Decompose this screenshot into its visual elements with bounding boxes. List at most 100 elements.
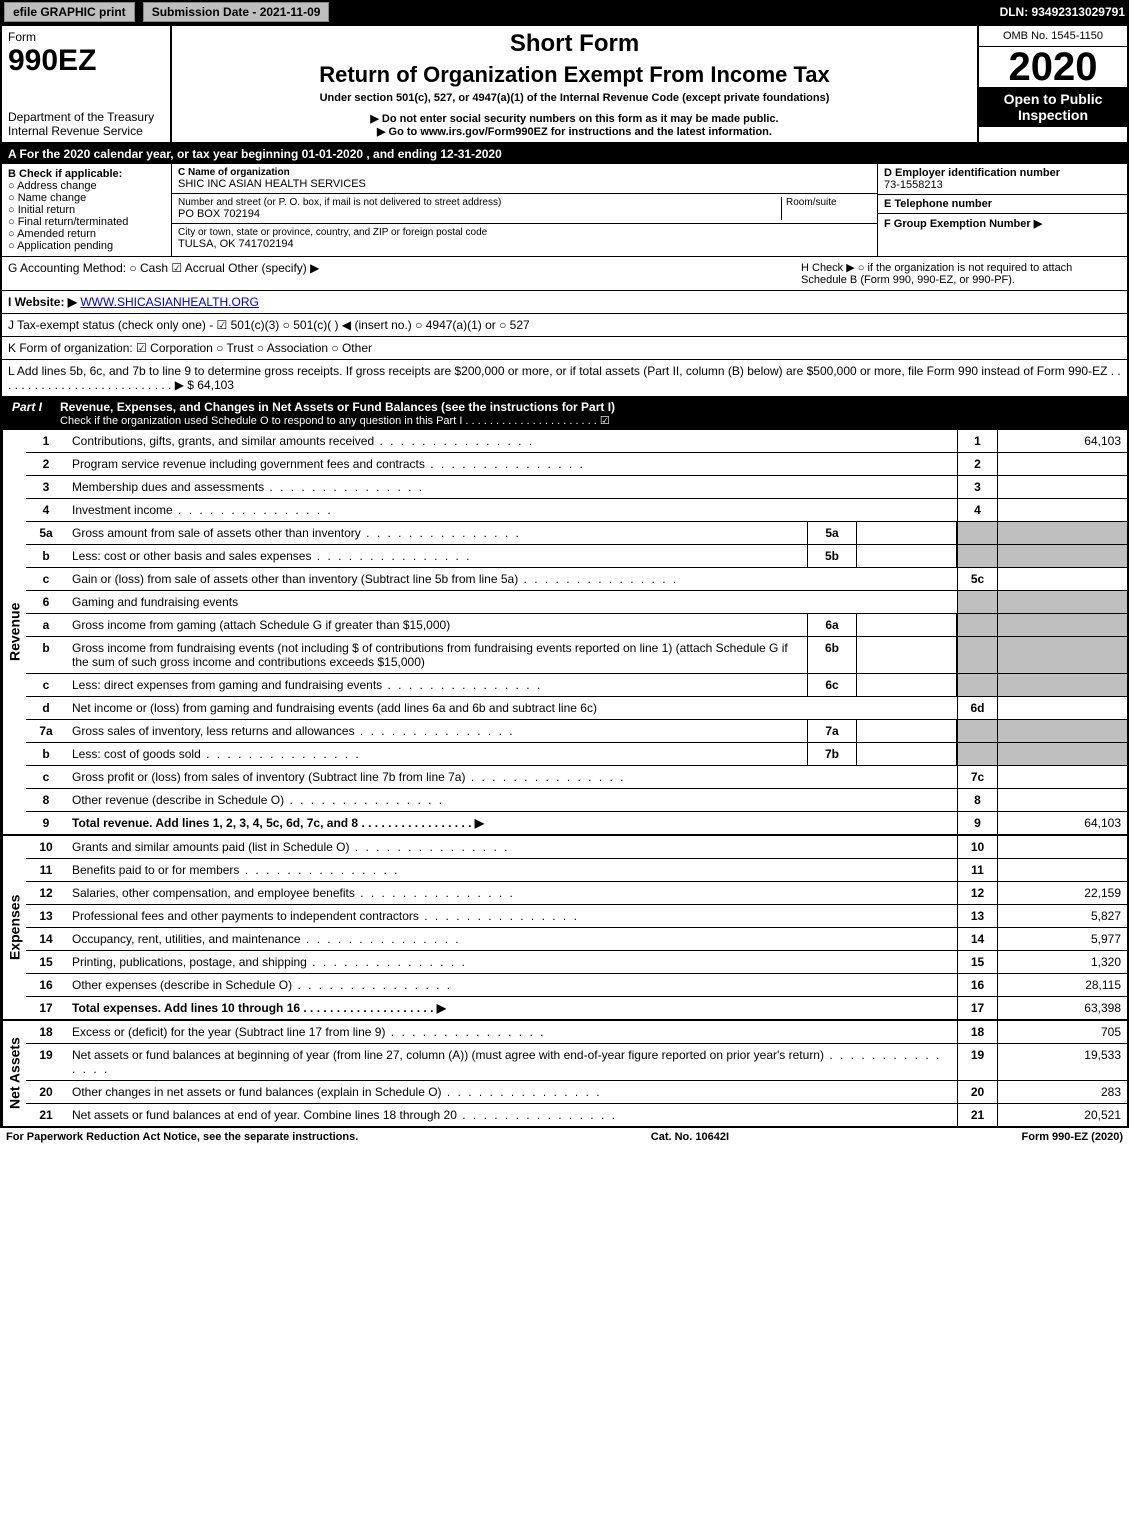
line-6d-val	[997, 697, 1127, 719]
line-8-ref: 8	[957, 789, 997, 811]
expenses-label: Expenses	[2, 836, 26, 1019]
line-20-num: 20	[26, 1081, 66, 1103]
line-11-num: 11	[26, 859, 66, 881]
line-20-desc: Other changes in net assets or fund bala…	[66, 1081, 957, 1103]
line-5b-desc: Less: cost or other basis and sales expe…	[66, 545, 807, 567]
line-7b-ref	[957, 743, 997, 765]
line-3-num: 3	[26, 476, 66, 498]
chk-name-change[interactable]: Name change	[8, 192, 165, 204]
line-2-val	[997, 453, 1127, 475]
line-19-ref: 19	[957, 1044, 997, 1080]
dln-label: DLN: 93492313029791	[1000, 5, 1125, 19]
line-5a-num: 5a	[26, 522, 66, 544]
line-6-desc: Gaming and fundraising events	[66, 591, 957, 613]
part-1-header: Part I Revenue, Expenses, and Changes in…	[2, 397, 1127, 430]
line-7b-subval	[857, 743, 957, 765]
chk-amended-return[interactable]: Amended return	[8, 228, 165, 240]
line-17-ref: 17	[957, 997, 997, 1019]
line-7b-desc: Less: cost of goods sold	[66, 743, 807, 765]
line-5b-val	[997, 545, 1127, 567]
chk-final-return[interactable]: Final return/terminated	[8, 216, 165, 228]
line-7b-val	[997, 743, 1127, 765]
line-6d-num: d	[26, 697, 66, 719]
line-10-desc: Grants and similar amounts paid (list in…	[66, 836, 957, 858]
line-14-desc: Occupancy, rent, utilities, and maintena…	[66, 928, 957, 950]
return-title: Return of Organization Exempt From Incom…	[178, 62, 971, 88]
form-number: 990EZ	[8, 44, 164, 78]
line-1-val: 64,103	[997, 430, 1127, 452]
line-6a-num: a	[26, 614, 66, 636]
line-18-ref: 18	[957, 1021, 997, 1043]
line-9-desc: Total revenue. Add lines 1, 2, 3, 4, 5c,…	[66, 812, 957, 834]
part-1-title: Revenue, Expenses, and Changes in Net As…	[60, 400, 1127, 414]
line-11-ref: 11	[957, 859, 997, 881]
line-1-ref: 1	[957, 430, 997, 452]
line-21-val: 20,521	[997, 1104, 1127, 1126]
chk-application-pending[interactable]: Application pending	[8, 240, 165, 252]
line-5b-sub: 5b	[807, 545, 857, 567]
city-label: City or town, state or province, country…	[178, 227, 871, 238]
line-5c-val	[997, 568, 1127, 590]
line-7c-num: c	[26, 766, 66, 788]
website-link[interactable]: WWW.SHICASIANHEALTH.ORG	[80, 295, 258, 309]
line-6-ref	[957, 591, 997, 613]
group-exemption-label: F Group Exemption Number ▶	[884, 217, 1121, 230]
line-20-val: 283	[997, 1081, 1127, 1103]
telephone-label: E Telephone number	[884, 198, 1121, 210]
line-6b-desc: Gross income from fundraising events (no…	[66, 637, 807, 673]
goto-link[interactable]: ▶ Go to www.irs.gov/Form990EZ for instru…	[178, 125, 971, 138]
expenses-section: Expenses 10Grants and similar amounts pa…	[2, 834, 1127, 1019]
line-6a-ref	[957, 614, 997, 636]
omb-number: OMB No. 1545-1150	[979, 26, 1127, 47]
line-6b-subval	[857, 637, 957, 673]
open-inspection-box: Open to Public Inspection	[979, 87, 1127, 127]
line-7a-num: 7a	[26, 720, 66, 742]
line-21-num: 21	[26, 1104, 66, 1126]
line-6a-desc: Gross income from gaming (attach Schedul…	[66, 614, 807, 636]
page-footer: For Paperwork Reduction Act Notice, see …	[0, 1128, 1129, 1146]
line-19-desc: Net assets or fund balances at beginning…	[66, 1044, 957, 1080]
line-6c-sub: 6c	[807, 674, 857, 696]
line-6d-ref: 6d	[957, 697, 997, 719]
short-form-title: Short Form	[178, 30, 971, 58]
revenue-label: Revenue	[2, 430, 26, 834]
line-7a-desc: Gross sales of inventory, less returns a…	[66, 720, 807, 742]
line-1-num: 1	[26, 430, 66, 452]
line-6a-sub: 6a	[807, 614, 857, 636]
revenue-section: Revenue 1Contributions, gifts, grants, a…	[2, 430, 1127, 834]
box-d-e-f: D Employer identification number 73-1558…	[877, 164, 1127, 256]
box-c: C Name of organization SHIC INC ASIAN HE…	[172, 164, 877, 256]
entity-info-grid: B Check if applicable: Address change Na…	[2, 164, 1127, 257]
line-16-val: 28,115	[997, 974, 1127, 996]
line-15-val: 1,320	[997, 951, 1127, 973]
line-7c-ref: 7c	[957, 766, 997, 788]
footer-right: Form 990-EZ (2020)	[1022, 1131, 1123, 1143]
org-name-label: C Name of organization	[178, 167, 871, 178]
line-8-num: 8	[26, 789, 66, 811]
line-14-val: 5,977	[997, 928, 1127, 950]
line-11-desc: Benefits paid to or for members	[66, 859, 957, 881]
ein-value: 73-1558213	[884, 179, 1121, 191]
line-18-val: 705	[997, 1021, 1127, 1043]
line-13-num: 13	[26, 905, 66, 927]
line-6-num: 6	[26, 591, 66, 613]
chk-initial-return[interactable]: Initial return	[8, 204, 165, 216]
part-1-sub: Check if the organization used Schedule …	[60, 414, 1127, 427]
line-18-desc: Excess or (deficit) for the year (Subtra…	[66, 1021, 957, 1043]
submission-date-button[interactable]: Submission Date - 2021-11-09	[143, 2, 330, 22]
form-of-organization: K Form of organization: ☑ Corporation ○ …	[2, 337, 1127, 360]
line-7b-sub: 7b	[807, 743, 857, 765]
line-16-num: 16	[26, 974, 66, 996]
line-14-ref: 14	[957, 928, 997, 950]
chk-address-change[interactable]: Address change	[8, 180, 165, 192]
line-6c-num: c	[26, 674, 66, 696]
line-18-num: 18	[26, 1021, 66, 1043]
line-2-num: 2	[26, 453, 66, 475]
line-20-ref: 20	[957, 1081, 997, 1103]
efile-print-button[interactable]: efile GRAPHIC print	[4, 2, 135, 22]
line-4-val	[997, 499, 1127, 521]
line-11-val	[997, 859, 1127, 881]
line-19-num: 19	[26, 1044, 66, 1080]
line-3-desc: Membership dues and assessments	[66, 476, 957, 498]
top-bar: efile GRAPHIC print Submission Date - 20…	[0, 0, 1129, 24]
